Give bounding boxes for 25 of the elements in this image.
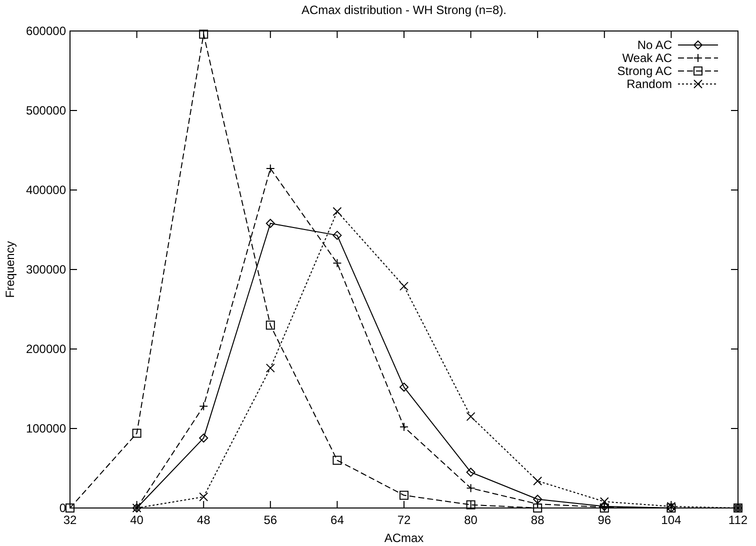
legend-label: No AC xyxy=(637,38,672,52)
legend-label: Weak AC xyxy=(622,51,672,65)
y-tick-label: 500000 xyxy=(26,104,66,118)
x-axis-title: ACmax xyxy=(384,531,424,545)
x-tick-label: 88 xyxy=(530,513,545,527)
y-tick-label: 100000 xyxy=(26,422,66,436)
y-tick-label: 0 xyxy=(59,501,66,515)
x-tick-label: 80 xyxy=(464,513,478,527)
x-tick-label: 40 xyxy=(130,513,144,527)
y-tick-label: 200000 xyxy=(26,342,66,356)
legend-label: Random xyxy=(626,77,672,91)
y-tick-label: 400000 xyxy=(26,183,66,197)
chart-title: ACmax distribution - WH Strong (n=8). xyxy=(301,3,507,17)
y-tick-label: 300000 xyxy=(26,262,66,276)
y-axis-title: Frequency xyxy=(3,241,17,298)
x-tick-label: 32 xyxy=(63,513,77,527)
x-tick-label: 96 xyxy=(598,513,612,527)
x-tick-label: 112 xyxy=(728,513,748,527)
x-tick-label: 48 xyxy=(196,513,211,527)
x-tick-label: 64 xyxy=(330,513,344,527)
x-tick-label: 72 xyxy=(397,513,411,527)
x-tick-label: 104 xyxy=(661,513,682,527)
y-tick-label: 600000 xyxy=(26,24,66,38)
x-tick-label: 56 xyxy=(264,513,278,527)
legend-label: Strong AC xyxy=(617,64,672,78)
